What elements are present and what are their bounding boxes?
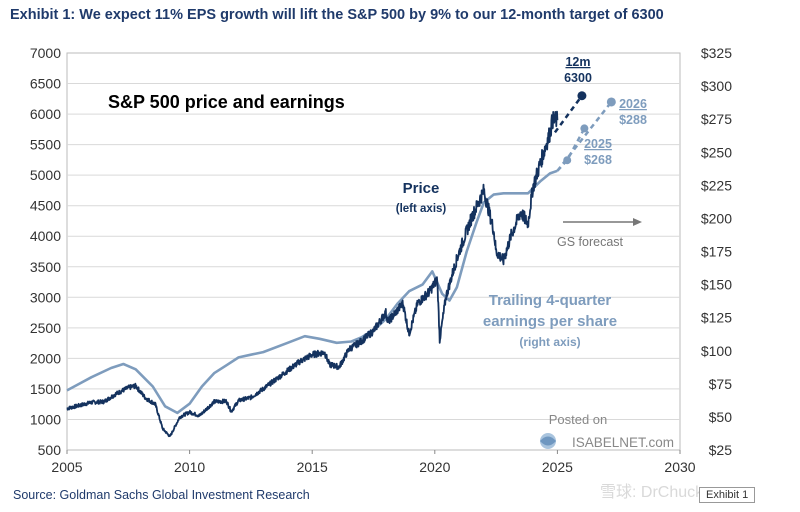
forecast-eps-2025-top: 2025 (584, 137, 612, 151)
y-right-tick-label: $250 (701, 144, 732, 160)
forecast-price-label-top: 12m (565, 55, 590, 69)
plot-area (66, 52, 681, 451)
y-right-tick-label: $225 (701, 177, 732, 193)
forecast-eps-2026-point (606, 97, 616, 107)
eps-series-sublabel: earnings per share (483, 313, 617, 330)
forecast-eps-2025-value: $268 (584, 153, 612, 167)
y-left-tick-label: 500 (38, 442, 62, 458)
y-right-tick-label: $325 (701, 45, 732, 61)
exhibit-label: Exhibit 1 (699, 487, 756, 503)
y-right-tick-label: $300 (701, 78, 732, 94)
forecast-eps-2025-point (580, 124, 589, 133)
y-right-tick-label: $50 (709, 409, 733, 425)
x-tick-label: 2005 (51, 459, 82, 475)
y-left-tick-label: 1500 (30, 381, 61, 397)
y-right-tick-label: $100 (701, 343, 732, 359)
y-left-tick-label: 6500 (30, 76, 61, 92)
posted-on-line1: Posted on (549, 412, 608, 427)
eps-series-label: Trailing 4-quarter (489, 292, 612, 309)
y-left-tick-label: 1000 (30, 411, 61, 427)
price-series-line (66, 110, 559, 438)
y-right-tick-label: $75 (709, 376, 733, 392)
series-layer (66, 110, 559, 438)
y-left-tick-label: 7000 (30, 45, 61, 61)
y-left-tick-label: 4000 (30, 228, 61, 244)
y-right-tick-label: $125 (701, 310, 732, 326)
y-right-tick-label: $200 (701, 210, 732, 226)
watermark: 雪球: DrChuck (600, 484, 704, 501)
source-note: Source: Goldman Sachs Global Investment … (13, 488, 310, 502)
forecast-eps-2026-value: $288 (619, 113, 647, 127)
eps-series-line (66, 169, 558, 415)
x-tick-label: 2010 (174, 459, 205, 475)
forecast-eps-2025-point (563, 156, 572, 165)
y-left-tick-label: 2500 (30, 320, 61, 336)
forecast-price-point (577, 91, 587, 101)
forecast-eps-2026-top: 2026 (619, 97, 647, 111)
y-right-tick-label: $150 (701, 277, 732, 293)
x-tick-label: 2015 (297, 459, 328, 475)
y-left-tick-labels: 500 1000 1500 2000 2500 3000 3500 4000 4500 5000 5… (30, 45, 61, 458)
y-left-tick-label: 4500 (30, 198, 61, 214)
price-series-label: Price (403, 180, 440, 197)
exhibit-header: Exhibit 1: We expect 11% EPS growth will… (10, 7, 664, 23)
x-tick-labels: 2005 2010 2015 2020 2025 2030 (51, 450, 696, 475)
forecast-price-label-value: 6300 (564, 71, 592, 85)
forecast-eps-2026-line (556, 101, 613, 172)
y-left-tick-label: 5000 (30, 167, 61, 183)
forecast-arrow (563, 218, 642, 226)
globe-icon (540, 433, 556, 449)
forecast-eps-2025-line (556, 127, 586, 172)
y-left-tick-label: 3500 (30, 259, 61, 275)
y-right-tick-labels: $25 $50 $75 $100 $125 $150 $175 $200 $225 $250 $27… (701, 45, 732, 458)
y-left-tick-label: 2000 (30, 350, 61, 366)
posted-on-line2: ISABELNET.com (572, 435, 674, 450)
chart-title: S&P 500 price and earnings (108, 92, 345, 112)
price-series-sublabel: (left axis) (396, 203, 447, 215)
x-tick-label: 2020 (419, 459, 450, 475)
eps-series-sublabel-2: (right axis) (519, 335, 580, 349)
y-left-tick-label: 3000 (30, 289, 61, 305)
forecast-layer (553, 91, 616, 172)
y-right-tick-label: $175 (701, 244, 732, 260)
forecast-price-line (553, 95, 583, 134)
forecast-annotation: GS forecast (557, 235, 624, 249)
y-left-tick-label: 5500 (30, 137, 61, 153)
y-left-tick-label: 6000 (30, 106, 61, 122)
y-right-tick-label: $25 (709, 442, 733, 458)
y-right-tick-label: $275 (701, 111, 732, 127)
x-tick-label: 2025 (542, 459, 573, 475)
x-tick-label: 2030 (664, 459, 695, 475)
